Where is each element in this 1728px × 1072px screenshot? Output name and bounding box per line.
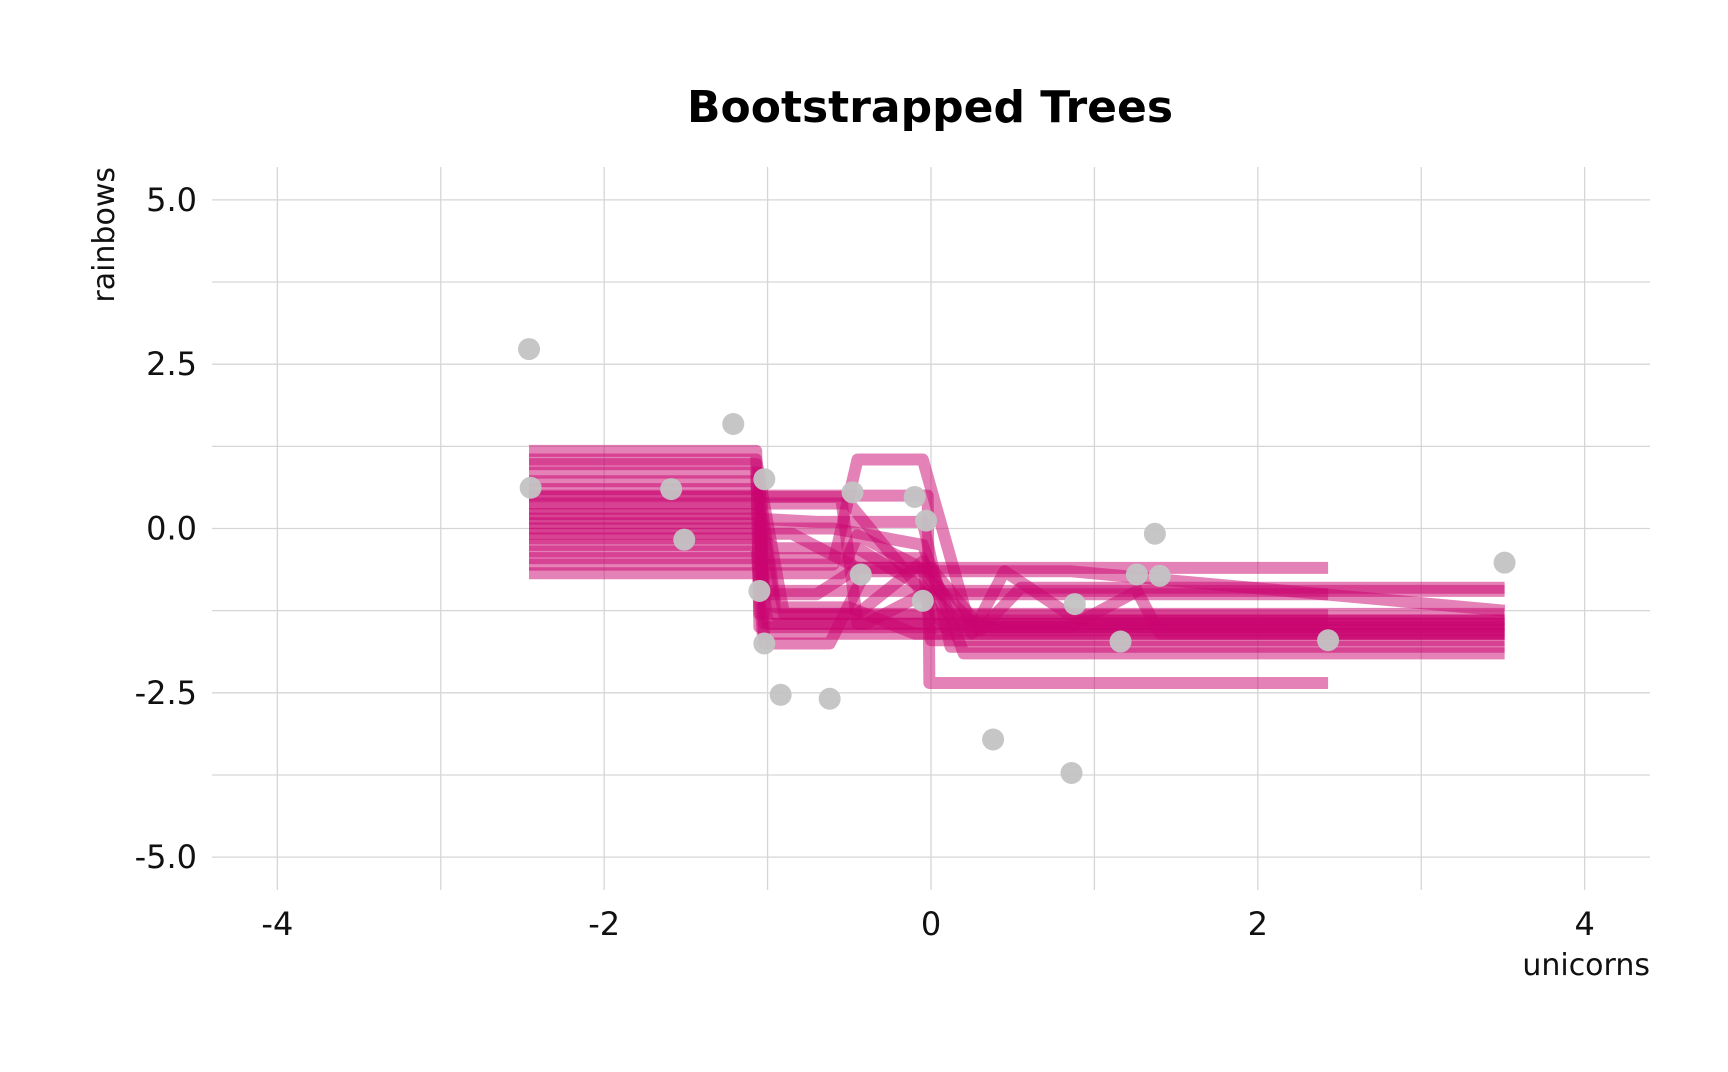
x-tick-label: -2 xyxy=(588,905,620,943)
y-tick-label: -2.5 xyxy=(135,674,197,712)
data-point xyxy=(518,338,541,361)
data-point xyxy=(982,728,1005,751)
data-point xyxy=(1148,564,1171,587)
chart-title: Bootstrapped Trees xyxy=(687,82,1173,133)
tree-series-line xyxy=(529,489,1329,689)
data-point xyxy=(1143,522,1166,545)
y-axis-label: rainbows xyxy=(87,167,122,303)
x-tick-label: -4 xyxy=(261,905,293,943)
data-point xyxy=(915,509,938,532)
tree-series-line xyxy=(529,453,1505,640)
data-point xyxy=(911,589,934,612)
data-points xyxy=(518,338,1516,785)
tree-lines xyxy=(529,444,1506,689)
x-axis-label: unicorns xyxy=(1522,948,1650,983)
data-point xyxy=(722,412,745,435)
axis-ticks: -4 -2 0 2 4 -5.0 -2.5 0.0 2.5 5.0 xyxy=(135,181,1595,943)
data-point xyxy=(673,528,696,551)
data-point xyxy=(1317,629,1340,652)
data-point xyxy=(753,632,776,655)
data-point xyxy=(1493,551,1516,574)
data-point xyxy=(903,485,926,508)
data-point xyxy=(519,476,542,499)
y-tick-label: 2.5 xyxy=(146,345,197,383)
y-tick-label: 0.0 xyxy=(146,510,197,548)
data-point xyxy=(1063,593,1086,616)
data-point xyxy=(1109,630,1132,653)
data-point xyxy=(1060,762,1083,785)
data-point xyxy=(841,481,864,504)
x-tick-label: 4 xyxy=(1574,905,1594,943)
y-tick-label: 5.0 xyxy=(146,181,197,219)
data-point xyxy=(769,683,792,706)
data-point xyxy=(660,478,683,501)
tree-series-line xyxy=(529,453,1505,634)
data-point xyxy=(818,687,841,710)
x-tick-label: 2 xyxy=(1248,905,1268,943)
x-tick-label: 0 xyxy=(921,905,941,943)
data-point xyxy=(748,579,771,602)
data-point xyxy=(753,468,776,491)
data-point xyxy=(1125,563,1148,586)
y-tick-label: -5.0 xyxy=(135,838,197,876)
data-point xyxy=(849,563,872,586)
